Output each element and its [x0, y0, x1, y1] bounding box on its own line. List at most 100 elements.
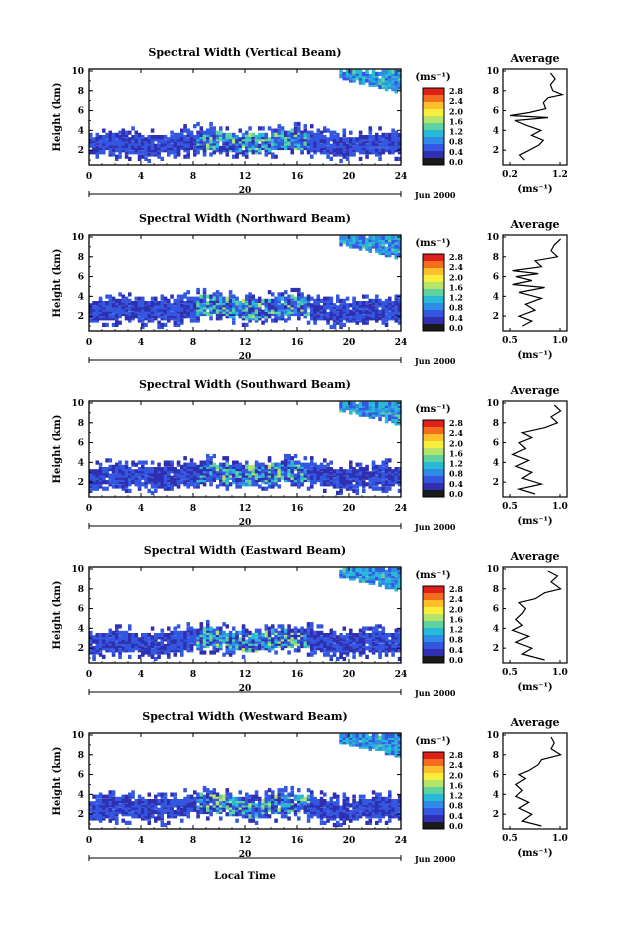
heatmap-cell: [290, 307, 295, 312]
heatmap-cell: [280, 303, 285, 308]
heatmap-cell: [310, 799, 314, 804]
heatmap-cell: [167, 814, 171, 819]
heatmap-cell: [368, 141, 373, 146]
heatmap-cell: [332, 309, 337, 314]
heatmap-cell: [384, 641, 389, 646]
heatmap-cell: [157, 314, 161, 319]
heatmap-cell: [98, 145, 103, 151]
heatmap-cell: [150, 639, 155, 644]
heatmap-cell: [297, 137, 301, 142]
heatmap-cell: [290, 294, 295, 299]
heatmap-cell: [306, 143, 311, 148]
heatmap-cell: [102, 143, 106, 148]
heatmap-cell: [160, 799, 165, 804]
heatmap-cell: [336, 799, 340, 804]
heatmap-cell: [163, 809, 168, 815]
heatmap-cell: [313, 143, 317, 148]
heatmap-cell: [160, 475, 165, 480]
colorbar-segment: [423, 144, 444, 152]
heatmap-cell: [115, 464, 119, 469]
heatmap-cell: [186, 809, 191, 815]
heatmap-cell: [388, 410, 392, 415]
heatmap-cell: [277, 143, 282, 148]
heatmap-cell: [349, 316, 353, 321]
heatmap-cell: [163, 480, 168, 485]
heatmap-cell: [345, 480, 350, 485]
y-tick-label: 10: [71, 399, 84, 409]
heatmap-cell: [290, 477, 295, 483]
heatmap-cell: [284, 639, 288, 644]
heatmap-cell: [202, 805, 207, 810]
heatmap-cell: [170, 148, 174, 153]
heatmap-cell: [128, 480, 132, 485]
heatmap-cell: [173, 809, 178, 815]
heatmap-cell: [163, 309, 168, 314]
heatmap-cell: [339, 822, 343, 828]
heatmap-cell: [358, 148, 363, 153]
heatmap-cell: [105, 469, 109, 474]
heatmap-cell: [251, 796, 256, 801]
heatmap-cell: [332, 137, 337, 142]
heatmap-cell: [254, 145, 259, 151]
heatmap-cell: [342, 128, 347, 133]
heatmap-cell: [342, 816, 347, 821]
heatmap-cell: [267, 314, 272, 319]
heatmap-cell: [128, 311, 132, 317]
heatmap-cell: [342, 635, 347, 640]
heatmap-cell: [141, 467, 145, 472]
heatmap-cell: [144, 148, 148, 153]
heatmap-cell: [121, 128, 126, 133]
heatmap-cell: [193, 152, 197, 157]
heatmap-cell: [384, 235, 389, 240]
heatmap-cell: [183, 301, 187, 306]
heatmap-cell: [264, 311, 269, 317]
heatmap-cell: [167, 301, 171, 306]
heatmap-cell: [297, 303, 301, 308]
heatmap-cell: [222, 471, 226, 476]
heatmap-cell: [189, 137, 194, 142]
heatmap-cell: [365, 246, 369, 251]
heatmap-cell: [121, 469, 126, 474]
heatmap-cell: [102, 799, 106, 804]
heatmap-cell: [397, 576, 402, 581]
heatmap-cell: [271, 473, 275, 478]
heatmap-cell: [378, 652, 382, 657]
heatmap-cell: [394, 148, 399, 153]
heatmap-cell: [332, 473, 337, 478]
heatmap-cell: [261, 635, 265, 640]
heatmap-cell: [362, 320, 366, 325]
heatmap-cell: [228, 137, 233, 142]
heatmap-cell: [329, 814, 334, 819]
heatmap-cell: [397, 585, 402, 590]
heatmap-cell: [365, 482, 369, 487]
heatmap-cell: [290, 301, 295, 306]
heatmap-cell: [306, 796, 311, 801]
heatmap-cell: [219, 469, 223, 474]
heatmap-cell: [95, 643, 100, 649]
heatmap-cell: [199, 635, 204, 640]
heatmap-cell: [238, 809, 243, 815]
heatmap-cell: [238, 630, 243, 635]
heatmap-cell: [157, 462, 161, 467]
heatmap-cell: [349, 635, 353, 640]
heatmap-cell: [147, 637, 152, 642]
heatmap-cell: [228, 301, 233, 306]
heatmap-cell: [293, 301, 298, 306]
heatmap-cell: [134, 814, 139, 819]
heatmap-cell: [297, 796, 301, 801]
heatmap-cell: [352, 576, 356, 581]
heatmap-cell: [121, 301, 126, 306]
heatmap-cell: [394, 646, 399, 651]
heatmap-cell: [261, 809, 265, 815]
y-tick-label: 8: [78, 87, 84, 97]
heatmap-cell: [235, 635, 239, 640]
heatmap-cell: [319, 643, 324, 649]
heatmap-cell: [196, 141, 200, 146]
heatmap-cell: [280, 635, 285, 640]
heatmap-cell: [193, 296, 197, 301]
heatmap-cell: [381, 460, 386, 465]
heatmap-cell: [345, 307, 350, 312]
y-tick-label: 4: [78, 624, 84, 634]
heatmap-cell: [186, 794, 191, 799]
heatmap-cell: [157, 303, 161, 308]
